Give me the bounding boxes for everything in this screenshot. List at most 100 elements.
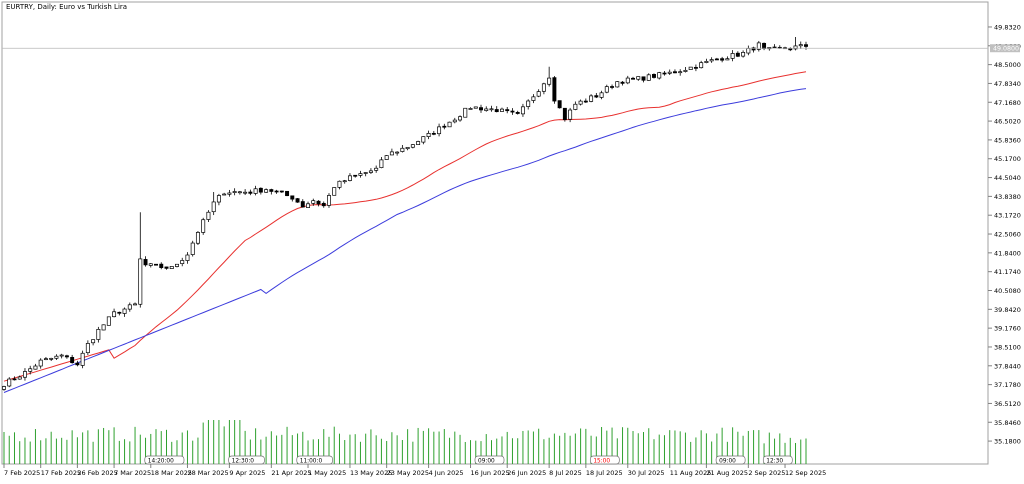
candle-body: [526, 100, 531, 107]
candle: [54, 354, 59, 361]
y-tick-label: 37.8440: [994, 362, 1021, 370]
candle: [175, 263, 179, 268]
x-tick-label: 17 Feb 2025: [41, 469, 81, 477]
candle-body: [363, 172, 368, 174]
candle: [195, 231, 200, 245]
candle-body: [227, 192, 232, 195]
candle: [311, 198, 316, 206]
candle-body: [725, 58, 730, 61]
candle-body: [557, 100, 562, 109]
candle-body: [253, 188, 258, 194]
candle-body: [258, 187, 263, 193]
candle-body: [17, 376, 22, 380]
candle-body: [211, 201, 216, 213]
candle: [80, 350, 85, 369]
candle: [106, 316, 111, 326]
candle: [28, 365, 33, 375]
candle: [253, 185, 258, 196]
candle: [479, 104, 483, 113]
y-tick-label: 45.8360: [994, 136, 1021, 144]
candle-body: [274, 190, 279, 193]
candle-body: [672, 71, 677, 74]
candle-body: [741, 52, 746, 57]
candle-body: [169, 266, 174, 269]
candle-body: [248, 191, 253, 194]
candle: [85, 340, 90, 355]
candle: [568, 107, 573, 123]
candle-body: [552, 77, 557, 102]
candle: [211, 192, 216, 216]
candle: [683, 67, 688, 73]
candle-body: [269, 189, 274, 192]
candle-body: [447, 121, 452, 128]
candle: [599, 90, 604, 100]
candle: [206, 210, 211, 222]
y-tick-label: 46.5020: [994, 118, 1021, 126]
event-marker-label: 12:30: [766, 458, 783, 464]
candle-body: [85, 343, 90, 354]
candle-body: [452, 119, 457, 123]
candle-body: [96, 329, 101, 340]
x-tick-label: 12 Sep 2025: [785, 469, 826, 477]
candle-body: [368, 170, 373, 173]
candle: [652, 73, 656, 79]
x-tick-label: 11 Aug 2025: [670, 469, 712, 477]
candle-body: [321, 202, 326, 207]
event-marker: 12:30:0: [228, 455, 265, 465]
candle: [363, 172, 368, 177]
candle-body: [709, 59, 714, 62]
candle: [594, 92, 599, 99]
candle-body: [641, 76, 646, 81]
candle-body: [285, 190, 290, 197]
candle: [468, 107, 473, 110]
candle: [484, 106, 489, 112]
candle: [657, 71, 662, 80]
chart-title: EURTRY, Daily: Euro vs Turkish Lira: [6, 3, 128, 11]
y-tick-label: 48.5000: [994, 61, 1021, 69]
candle-body: [678, 71, 683, 74]
candle-body: [636, 76, 641, 80]
y-tick-label: 47.8340: [994, 80, 1021, 88]
candle: [678, 69, 683, 76]
candle-body: [431, 132, 436, 135]
candle-body: [416, 141, 421, 145]
candle: [751, 46, 756, 53]
candle-body: [620, 81, 625, 84]
event-marker-box: [228, 455, 265, 465]
candle-body: [395, 151, 400, 154]
ma-fast-line: [3, 71, 807, 382]
candle: [237, 190, 242, 195]
candle-body: [327, 195, 331, 206]
candle-body: [667, 71, 672, 74]
candle: [7, 377, 12, 388]
candle: [258, 187, 263, 195]
candle: [347, 173, 352, 182]
candle-body: [201, 219, 206, 233]
candle: [75, 360, 80, 367]
candle: [667, 69, 672, 76]
y-tick-label: 43.1720: [994, 212, 1021, 220]
candle: [416, 140, 421, 145]
candle: [531, 94, 536, 104]
candle: [117, 311, 122, 316]
candle: [148, 263, 153, 268]
candle-body: [421, 136, 426, 143]
candle-body: [599, 92, 604, 98]
candle: [17, 375, 22, 380]
candle: [636, 76, 641, 81]
candle: [421, 136, 426, 145]
candle-body: [437, 126, 442, 135]
y-tick-label: 40.5080: [994, 287, 1021, 295]
candle-body: [300, 201, 305, 208]
candle: [358, 170, 363, 178]
y-tick-label: 43.8380: [994, 193, 1021, 201]
candle: [138, 212, 143, 308]
candle-body: [505, 109, 510, 112]
candle: [321, 201, 326, 208]
candle-body: [180, 260, 185, 265]
event-marker: 09:00: [474, 455, 505, 465]
event-marker-label: 14:20:00: [148, 458, 174, 464]
candle: [562, 107, 567, 122]
candle: [180, 257, 185, 267]
candle-body: [562, 107, 567, 121]
